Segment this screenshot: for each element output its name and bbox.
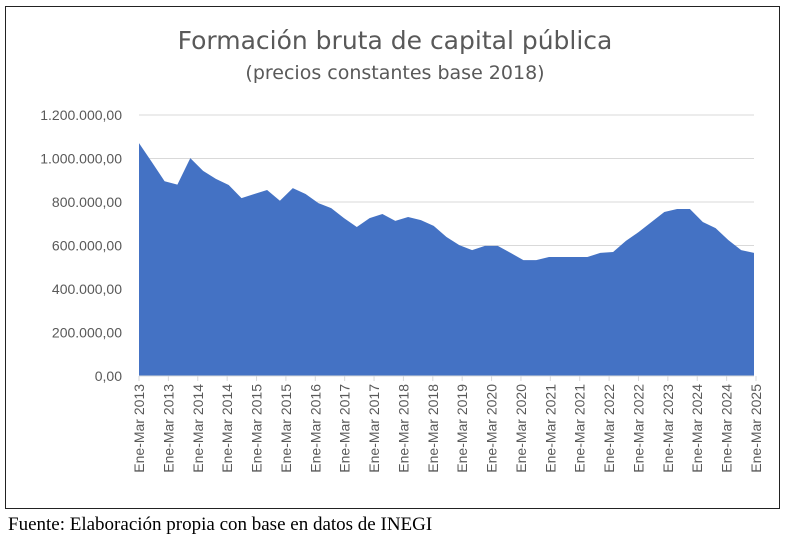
x-tick-label: Ene-Mar 2018: [425, 384, 441, 473]
y-tick-label: 800.000,00: [52, 194, 122, 210]
y-tick-label: 1.200.000,00: [40, 107, 122, 123]
x-tick-label: Ene-Mar 2014: [219, 384, 235, 473]
y-tick-label: 1.000.000,00: [40, 151, 122, 167]
x-tick-label: Ene-Mar 2019: [454, 384, 470, 473]
x-tick-label: Ene-Mar 2021: [542, 384, 558, 473]
x-tick-label: Ene-Mar 2020: [484, 384, 500, 473]
x-tick-label: Ene-Mar 2014: [190, 384, 206, 473]
x-tick-label: Ene-Mar 2017: [366, 384, 382, 473]
area-chart: 0,00 200.000,00 400.000,00 600.000,00 800.00…: [40, 107, 764, 473]
x-tick-label: Ene-Mar 2015: [249, 384, 265, 473]
source-note: Fuente: Elaboración propia con base en d…: [8, 514, 433, 535]
x-tick-label: Ene-Mar 2022: [630, 384, 646, 473]
x-tick-label: Ene-Mar 2024: [689, 384, 705, 473]
x-tick-label: Ene-Mar 2022: [601, 384, 617, 473]
y-tick-label: 200.000,00: [52, 325, 122, 341]
y-tick-label: 400.000,00: [52, 281, 122, 297]
area-series: [139, 143, 754, 376]
x-tick-label: Ene-Mar 2013: [160, 384, 176, 473]
x-tick-label: Ene-Mar 2018: [395, 384, 411, 473]
x-tick-label: Ene-Mar 2013: [131, 384, 147, 473]
chart-title: Formación bruta de capital pública: [177, 26, 613, 55]
x-tick-label: Ene-Mar 2016: [307, 384, 323, 473]
x-tick-label: Ene-Mar 2017: [337, 384, 353, 473]
x-tick-label: Ene-Mar 2021: [572, 384, 588, 473]
x-tick-label: Ene-Mar 2023: [660, 384, 676, 473]
x-tick-label: Ene-Mar 2015: [278, 384, 294, 473]
y-tick-label: 600.000,00: [52, 238, 122, 254]
x-tick-label: Ene-Mar 2025: [748, 384, 764, 473]
chart-subtitle: (precios constantes base 2018): [245, 62, 545, 84]
x-tick-label: Ene-Mar 2020: [513, 384, 529, 473]
y-tick-label: 0,00: [95, 368, 122, 384]
x-tick-label: Ene-Mar 2024: [719, 384, 735, 473]
chart-frame: [5, 6, 780, 509]
